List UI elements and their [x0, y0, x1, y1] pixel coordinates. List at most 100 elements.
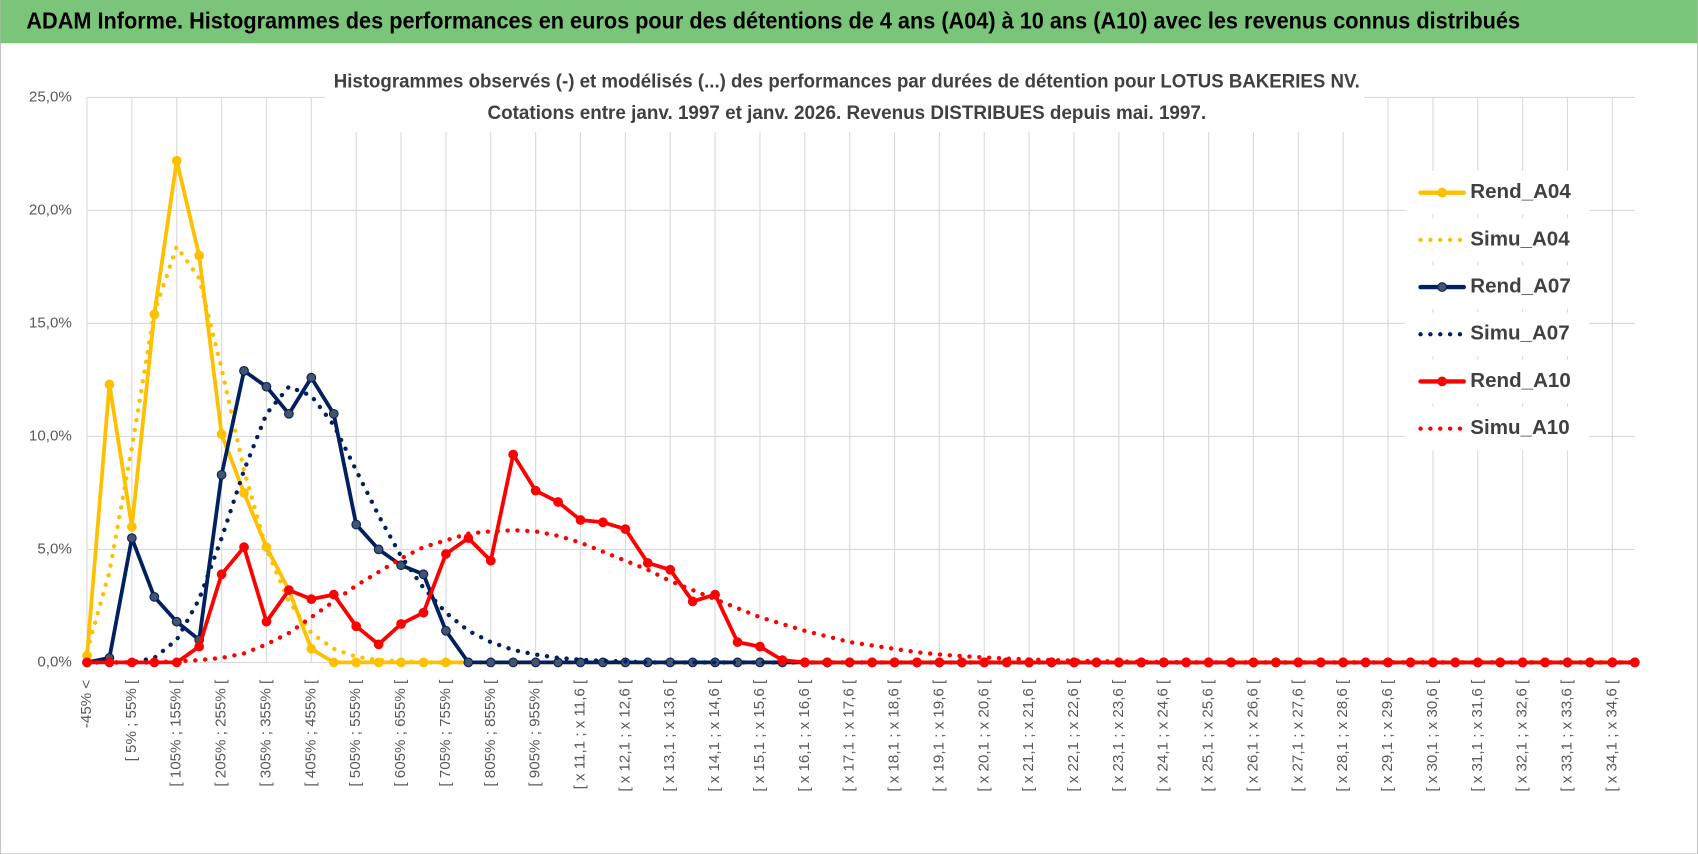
y-tick-label: 15,0% — [29, 314, 72, 331]
point — [373, 544, 384, 555]
x-tick-label: [ x 22,1 ; x 22,6 [ — [1065, 679, 1082, 792]
point — [396, 619, 406, 629]
chart-title: Histogrammes observés (-) et modélisés (… — [334, 70, 1360, 92]
point — [418, 569, 429, 580]
point — [328, 589, 339, 600]
point — [687, 596, 698, 607]
x-tick-label: [ x 30,1 ; x 30,6 [ — [1424, 679, 1441, 792]
x-tick-label: [ x 24,1 ; x 24,6 [ — [1155, 679, 1172, 792]
x-tick-label: [ x 31,1 ; x 31,6 [ — [1469, 679, 1486, 792]
point — [261, 381, 272, 392]
point — [755, 641, 765, 652]
legend-background — [1405, 312, 1590, 356]
point — [777, 655, 788, 666]
point — [126, 533, 137, 543]
point — [239, 366, 249, 376]
title-background — [325, 67, 1365, 133]
legend-marker — [1437, 187, 1448, 198]
x-tick-label: [ 405% ; 455% [ — [302, 679, 319, 787]
x-tick-label: [ x 11,1 ; x 11,6 [ — [572, 679, 589, 789]
legend-label: Simu_A10 — [1470, 416, 1569, 439]
point — [485, 555, 496, 566]
point — [216, 469, 227, 480]
point — [328, 408, 339, 419]
point — [194, 641, 205, 652]
plot — [82, 155, 1640, 668]
point — [575, 515, 586, 525]
point — [956, 657, 967, 668]
legend-label: Rend_A07 — [1470, 274, 1571, 297]
y-tick-label: 10,0% — [29, 427, 72, 444]
legend: Rend_A04 Simu_A04 Rend_A07 Simu_A07 Rend_A10… — [1405, 171, 1590, 451]
x-tick-label: [ x 14,1 ; x 14,6 [ — [706, 679, 723, 792]
x-tick-label: [ 605% ; 655% [ — [392, 679, 409, 787]
point — [171, 616, 182, 627]
point — [598, 517, 608, 528]
point — [261, 616, 272, 627]
x-tick-label: [ 905% ; 955% [ — [527, 679, 544, 787]
point — [620, 524, 631, 534]
x-tick-label: [ x 25,1 ; x 25,6 [ — [1200, 679, 1217, 792]
header-title: ADAM Informe. Histogrammes des performan… — [26, 8, 1520, 34]
x-tick-label: [ x 29,1 ; x 29,6 [ — [1379, 679, 1396, 792]
point — [194, 250, 205, 261]
point — [351, 657, 362, 668]
x-tick-label: [ x 17,1 ; x 17,6 [ — [841, 679, 858, 792]
y-tick-label: 0,0% — [37, 653, 72, 670]
point — [418, 607, 429, 618]
legend-background — [1405, 406, 1590, 451]
point — [530, 485, 541, 496]
legend-marker — [1437, 282, 1448, 292]
x-tick-label: [ 705% ; 755% [ — [437, 679, 454, 787]
point — [441, 549, 451, 559]
legend-label: Rend_A10 — [1470, 369, 1571, 392]
point — [239, 542, 249, 553]
chart-subtitle: Cotations entre janv. 1997 et janv. 2026… — [487, 102, 1206, 124]
point — [642, 558, 653, 568]
point — [844, 657, 855, 668]
point — [306, 372, 317, 383]
header-band — [0, 0, 1698, 44]
y-tick-label: 5,0% — [37, 540, 72, 557]
point — [889, 657, 900, 668]
point — [351, 519, 362, 530]
point — [328, 657, 339, 668]
point — [284, 408, 294, 419]
x-tick-label: [ x 20,1 ; x 20,6 [ — [975, 679, 992, 792]
point — [216, 569, 227, 580]
legend-marker — [1437, 376, 1448, 387]
x-tick-label: -45% < — [78, 680, 95, 729]
x-tick-label: [ x 32,1 ; x 32,6 [ — [1514, 679, 1531, 792]
x-tick-label: [ x 27,1 ; x 27,6 [ — [1289, 679, 1306, 792]
x-tick-label: [ 205% ; 255% [ — [213, 679, 230, 787]
x-tick-label: [ 5% ; 55% [ — [123, 679, 140, 761]
x-tick-label: [ x 28,1 ; x 28,6 [ — [1334, 679, 1351, 792]
legend-label: Rend_A04 — [1470, 180, 1571, 203]
x-tick-label: [ x 19,1 ; x 19,6 [ — [930, 679, 947, 792]
x-tick-label: [ x 33,1 ; x 33,6 [ — [1559, 679, 1576, 792]
point — [867, 657, 877, 668]
x-tick-label: [ x 15,1 ; x 15,6 [ — [751, 679, 768, 792]
point — [799, 657, 810, 668]
point — [508, 657, 519, 668]
point — [508, 449, 519, 460]
point — [396, 560, 406, 571]
y-tick-label: 20,0% — [29, 201, 72, 218]
point — [665, 564, 676, 575]
x-tick-label: [ 805% ; 855% [ — [482, 679, 499, 787]
point — [306, 643, 317, 654]
legend-label: Simu_A07 — [1470, 322, 1569, 345]
point — [284, 585, 294, 595]
point — [732, 637, 743, 647]
point — [530, 657, 541, 668]
x-tick-label: [ x 21,1 ; x 21,6 [ — [1020, 679, 1037, 792]
x-tick-label: [ x 26,1 ; x 26,6 [ — [1244, 679, 1261, 792]
x-tick-label: [ x 12,1 ; x 12,6 [ — [616, 679, 633, 792]
point — [912, 657, 922, 668]
x-tick-label: [ x 16,1 ; x 16,6 [ — [796, 679, 813, 792]
point — [239, 488, 249, 498]
series-line — [85, 452, 1637, 665]
legend-label: Simu_A04 — [1470, 227, 1570, 250]
point — [306, 594, 317, 605]
